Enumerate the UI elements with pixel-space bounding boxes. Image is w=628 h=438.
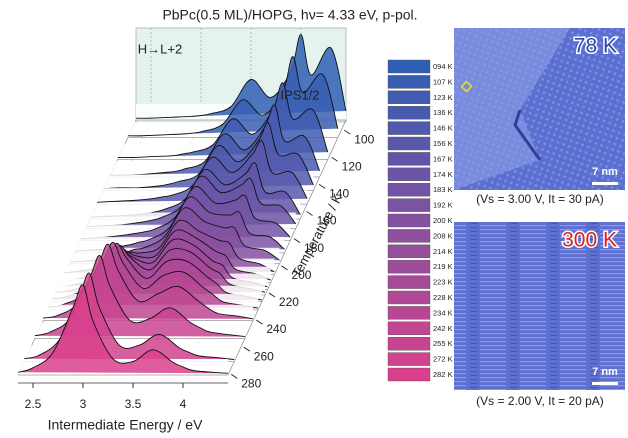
legend-swatch [387,244,431,259]
legend-label: 282 K [433,370,453,379]
stm-image [454,222,625,390]
legend-swatch [387,337,431,351]
spectrum [17,284,229,374]
scale-bar [592,182,618,185]
legend-label: 214 K [433,247,453,256]
slices [17,34,347,376]
stm-panel: 300 K 7 nm (Vs = 2.00 V, It = 20 pA) [454,222,625,408]
legend-label: 219 K [433,262,453,271]
z-tick-label: 100 [354,132,374,146]
legend-swatch [387,121,431,135]
legend-label: 107 K [433,77,453,86]
x-tick-label: 3 [80,397,87,411]
scale-label: 7 nm [592,366,618,378]
legend: 094 K 107 K 123 K 136 K 146 K 156 K 167 K 174 K… [387,59,453,382]
legend-label: 167 K [433,154,453,163]
legend-label: 136 K [433,108,453,117]
z-tick [230,373,238,379]
legend-swatch [387,306,431,320]
legend-swatch [387,198,431,212]
stm-caption: (Vs = 2.00 V, It = 20 pA) [476,394,604,408]
z-tick [318,183,326,189]
stm-caption: (Vs = 3.00 V, It = 30 pA) [476,192,604,206]
x-tick-label: 4 [180,397,187,411]
legend-label: 255 K [433,339,453,348]
legend-label: 242 K [433,324,453,333]
legend-swatch [387,90,431,105]
annotation: IPS1/2 [280,87,319,102]
z-tick [243,346,251,352]
chart-title: PbPc(0.5 ML)/HOPG, hν= 4.33 eV, p-pol. [162,7,417,23]
stm-temperature: 300 K [562,229,617,252]
legend-swatch [387,152,431,166]
legend-swatch [387,367,431,382]
legend-swatch [387,59,431,74]
legend-swatch [387,321,431,335]
legend-label: 174 K [433,170,453,179]
legend-swatch [387,229,431,243]
legend-label: 094 K [433,62,453,71]
z-tick-label: 220 [279,295,299,309]
scale-label: 7 nm [592,166,618,178]
z-tick [331,156,338,162]
legend-label: 272 K [433,355,453,364]
legend-swatch [387,352,431,366]
z-tick-label: 180 [304,241,324,255]
legend-label: 146 K [433,124,453,133]
legend-label: 183 K [433,185,453,194]
legend-label: 228 K [433,293,453,302]
side-edge [227,119,347,376]
legend-swatch [387,167,431,182]
z-tick [293,238,301,244]
legend-label: 200 K [433,216,453,225]
scale-bar [592,382,618,385]
legend-swatch [387,260,431,274]
legend-swatch [387,290,431,305]
legend-label: 208 K [433,231,453,240]
legend-label: 223 K [433,278,453,287]
x-tick-label: 3.5 [125,397,142,411]
annotation: H→L+2 [138,41,182,56]
z-tick-label: 280 [241,376,261,390]
z-tick [268,292,276,298]
x-tick-label: 2.5 [25,397,42,411]
z-tick [281,265,288,271]
stm-terrace [454,28,570,190]
stm-temperature: 78 K [574,35,617,58]
legend-label: 123 K [433,93,453,102]
z-tick [306,211,313,216]
stm-panel: 78 K 7 nm (Vs = 3.00 V, It = 30 pA) [454,28,625,206]
legend-swatch [387,75,431,89]
z-tick-label: 200 [291,268,311,282]
z-tick-label: 120 [342,159,362,173]
z-tick-label: 240 [266,322,286,336]
z-tick-label: 160 [317,214,337,228]
legend-swatch [387,182,431,197]
z-tick-label: 260 [254,349,274,363]
axes: 2.5 3 3.5 4 100 120 140 160 180 200 220 240 260 280 [18,129,375,411]
x-axis-label: Intermediate Energy / eV [48,417,204,433]
z-tick [256,319,263,325]
legend-label: 156 K [433,139,453,148]
z-tick-label: 140 [329,187,349,201]
legend-swatch [387,275,431,289]
stm-marker [460,80,473,93]
stm-step [513,109,542,161]
legend-swatch [387,213,431,228]
legend-label: 192 K [433,201,453,210]
z-tick [343,129,351,135]
legend-label: 234 K [433,308,453,317]
legend-swatch [387,105,431,120]
legend-swatch [387,136,431,151]
